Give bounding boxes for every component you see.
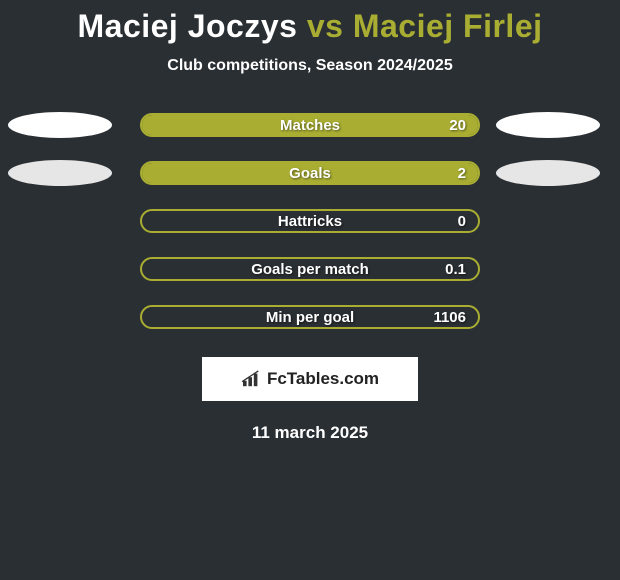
stat-row: Min per goal 1106 [0,305,620,329]
stat-value: 2 [458,165,466,182]
stat-value: 20 [449,117,466,134]
stat-row: Hattricks 0 [0,209,620,233]
ellipse-right [496,160,600,186]
logo-text: FcTables.com [267,369,379,389]
ellipse-left [8,160,112,186]
stat-label: Goals [289,165,331,182]
stat-row: Goals per match 0.1 [0,257,620,281]
stat-bar: Matches 20 [140,113,480,137]
stat-bar: Goals per match 0.1 [140,257,480,281]
stat-value: 1106 [433,309,466,326]
title-player2: Maciej Firlej [353,8,543,44]
stat-value: 0 [458,213,466,230]
main-container: Maciej Joczys vs Maciej Firlej Club comp… [0,0,620,443]
stat-row: Goals 2 [0,161,620,185]
title-vs: vs [307,8,344,44]
stat-label: Min per goal [266,309,354,326]
stat-value: 0.1 [445,261,466,278]
stat-label: Goals per match [251,261,369,278]
stat-label: Matches [280,117,340,134]
bar-chart-icon [241,370,263,388]
stat-row: Matches 20 [0,113,620,137]
title-player1: Maciej Joczys [77,8,297,44]
stats-chart: Matches 20 Goals 2 Hattricks 0 Goals per match… [0,113,620,329]
ellipse-right [496,112,600,138]
stat-bar: Min per goal 1106 [140,305,480,329]
date-label: 11 march 2025 [0,423,620,443]
stat-bar: Goals 2 [140,161,480,185]
subtitle: Club competitions, Season 2024/2025 [0,57,620,75]
stat-bar: Hattricks 0 [140,209,480,233]
page-title: Maciej Joczys vs Maciej Firlej [0,8,620,45]
stat-label: Hattricks [278,213,342,230]
logo: FcTables.com [241,369,379,389]
logo-box: FcTables.com [202,357,418,401]
ellipse-left [8,112,112,138]
